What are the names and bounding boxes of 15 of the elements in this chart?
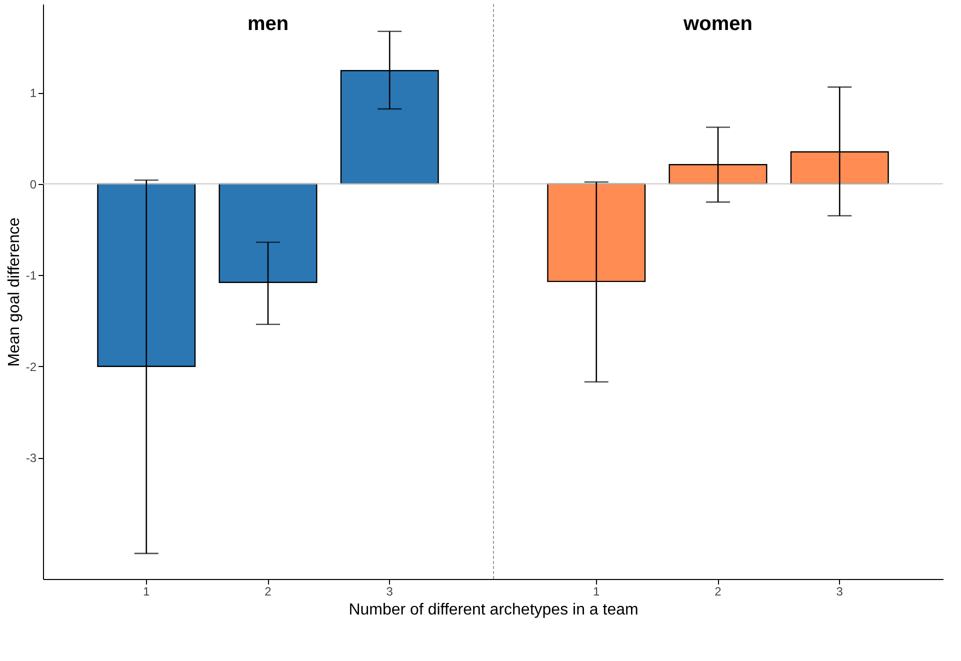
y-tick-label: 1 (30, 86, 37, 100)
chart-title: women (682, 13, 752, 35)
x-tick-label: 2 (714, 584, 722, 598)
x-tick-label: 2 (264, 584, 272, 598)
y-tick-label: -3 (26, 451, 37, 466)
x-tick-label: 3 (386, 584, 394, 598)
y-tick-label: 0 (30, 177, 37, 192)
y-tick-label: -2 (26, 360, 37, 374)
y-axis-title: Mean goal difference (6, 217, 23, 367)
x-tick-label: 1 (143, 584, 150, 598)
y-tick-label: -1 (26, 268, 37, 283)
x-axis-title: Number of different archetypes in a team (348, 602, 638, 618)
x-tick-label: 3 (836, 584, 844, 598)
x-tick-label: 1 (593, 584, 600, 598)
chart-title: men (247, 13, 289, 35)
